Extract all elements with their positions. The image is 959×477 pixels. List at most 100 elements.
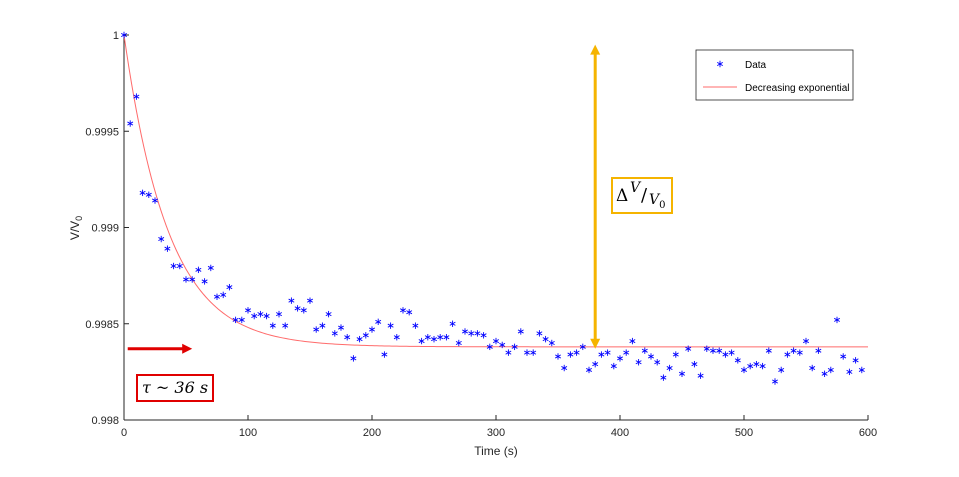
data-point	[604, 349, 611, 356]
y-ticks: 0.998 0.9985 0.999 0.9995 1	[85, 30, 129, 427]
data-point	[728, 349, 735, 356]
double-arrow-head-bottom	[590, 338, 601, 349]
double-arrow-head-top	[590, 44, 601, 55]
x-tick-label: 400	[611, 427, 629, 439]
data-point	[561, 364, 568, 372]
y-axis-label: V/V0	[68, 216, 84, 240]
data-point	[803, 337, 809, 345]
data-point	[778, 366, 785, 374]
x-tick-label: 0	[121, 427, 127, 439]
data-point	[369, 326, 375, 333]
data-point	[300, 307, 307, 314]
data-point	[400, 307, 406, 314]
data-point	[722, 351, 729, 358]
data-point	[809, 364, 816, 372]
data-point	[598, 351, 605, 358]
data-point	[282, 322, 289, 329]
data-point	[765, 347, 772, 354]
data-point	[455, 339, 462, 347]
data-point	[815, 347, 822, 354]
legend-label-data: Data	[745, 60, 767, 71]
series-line-decreasing-exponential	[123, 34, 868, 348]
series-scatter-data	[121, 31, 865, 385]
data-point	[772, 378, 778, 385]
data-point	[691, 360, 698, 368]
data-point	[741, 366, 747, 374]
data-point	[697, 372, 704, 379]
x-tick-label: 300	[487, 427, 505, 439]
data-point	[524, 349, 530, 356]
data-point	[319, 322, 326, 329]
legend-data-marker	[717, 60, 723, 68]
data-point	[641, 347, 648, 354]
data-point	[703, 345, 710, 352]
legend: Data Decreasing exponential	[695, 49, 854, 101]
data-point	[567, 351, 574, 358]
data-point	[195, 266, 202, 274]
data-point	[462, 328, 468, 335]
data-point	[325, 310, 332, 318]
data-point	[251, 312, 258, 320]
data-point	[269, 322, 276, 329]
delta-v-over-v0-box: Δ V / V0	[611, 177, 673, 214]
data-point	[257, 310, 264, 318]
y-axis-label-sub: 0	[74, 216, 84, 221]
data-point	[238, 316, 245, 324]
data-point	[753, 360, 760, 368]
x-tick-label: 600	[859, 427, 877, 439]
data-point	[579, 343, 586, 351]
x-tick-label: 100	[239, 427, 257, 439]
y-tick-label: 0.999	[91, 223, 119, 235]
data-point	[660, 374, 667, 381]
data-point	[827, 366, 834, 374]
data-point	[672, 351, 679, 358]
data-point	[555, 353, 561, 360]
data-point	[338, 324, 344, 331]
data-point	[449, 320, 456, 327]
data-point	[307, 297, 313, 304]
legend-box	[695, 49, 854, 101]
data-point	[406, 309, 413, 316]
data-point	[158, 235, 165, 243]
data-point	[486, 343, 493, 351]
data-point	[635, 359, 642, 366]
data-point	[685, 345, 692, 352]
data-point	[133, 93, 140, 100]
data-point	[220, 291, 227, 299]
data-point	[189, 276, 196, 283]
y-tick-label: 1	[113, 30, 119, 42]
data-point	[344, 334, 351, 341]
annotations	[127, 44, 601, 354]
data-point	[517, 328, 524, 335]
data-point	[468, 330, 475, 337]
delta-denominator-main: V	[649, 192, 660, 208]
y-tick-label: 0.9995	[85, 126, 119, 138]
data-point	[679, 370, 685, 377]
data-point	[412, 322, 419, 329]
data-point	[710, 347, 716, 354]
data-point	[226, 283, 233, 291]
data-point	[573, 349, 580, 356]
data-point	[263, 312, 270, 320]
tau-value-box: τ ~ 36 s	[136, 374, 214, 402]
data-point	[784, 351, 791, 358]
data-point	[443, 334, 450, 341]
data-point	[214, 293, 220, 300]
data-point	[852, 357, 859, 364]
data-point	[499, 341, 506, 349]
data-point	[276, 310, 282, 318]
data-point	[796, 349, 803, 356]
data-point	[387, 322, 394, 329]
tau-arrow-head	[182, 343, 193, 354]
data-point	[858, 366, 865, 374]
data-point	[542, 335, 549, 343]
data-point	[536, 330, 543, 337]
data-point	[530, 349, 537, 356]
data-point	[381, 351, 388, 358]
x-tick-label: 500	[735, 427, 753, 439]
data-point	[474, 330, 481, 337]
data-point	[840, 353, 847, 360]
data-point	[648, 353, 654, 360]
